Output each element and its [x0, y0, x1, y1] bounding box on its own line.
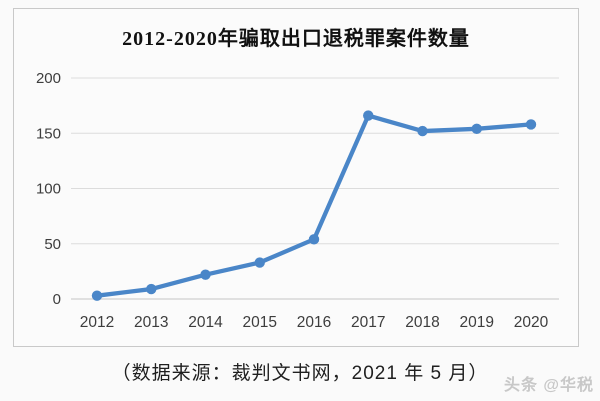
- data-line: [94, 113, 534, 298]
- chart-frame: 2012-2020年骗取出口退税罪案件数量 0 50 100 150 200 2012 20…: [13, 8, 579, 347]
- x-tick-label: 2017: [351, 314, 385, 331]
- data-source-caption: （数据来源：裁判文书网，2021 年 5 月）: [111, 363, 489, 384]
- y-tick-label: 0: [53, 291, 61, 308]
- x-tick-label: 2013: [134, 314, 168, 331]
- y-tick-label: 100: [36, 181, 61, 198]
- x-tick-label: 2016: [297, 314, 331, 331]
- x-tick-label: 2020: [514, 314, 549, 331]
- data-point: [363, 110, 374, 121]
- data-point: [254, 257, 265, 268]
- line-chart: 0 50 100 150 200 2012 2013 2014 2015 2016 2017 2018…: [36, 70, 559, 331]
- data-point: [146, 283, 157, 295]
- x-tick-label: 2019: [460, 314, 494, 331]
- watermark: 头条 @华税: [503, 377, 594, 394]
- data-point: [91, 290, 103, 301]
- data-point: [471, 123, 482, 135]
- y-tick-label: 200: [36, 70, 61, 87]
- x-tick-label: 2014: [188, 314, 223, 331]
- y-tick-label: 150: [36, 125, 61, 142]
- x-tick-label: 2018: [405, 314, 439, 331]
- x-tick-label: 2012: [80, 314, 114, 331]
- data-point: [417, 125, 428, 137]
- y-tick-label: 50: [44, 236, 61, 253]
- chart-title: 2012-2020年骗取出口退税罪案件数量: [122, 28, 470, 50]
- data-point: [200, 269, 211, 280]
- x-tick-label: 2015: [243, 314, 277, 331]
- data-point: [308, 234, 320, 245]
- data-point: [525, 119, 537, 130]
